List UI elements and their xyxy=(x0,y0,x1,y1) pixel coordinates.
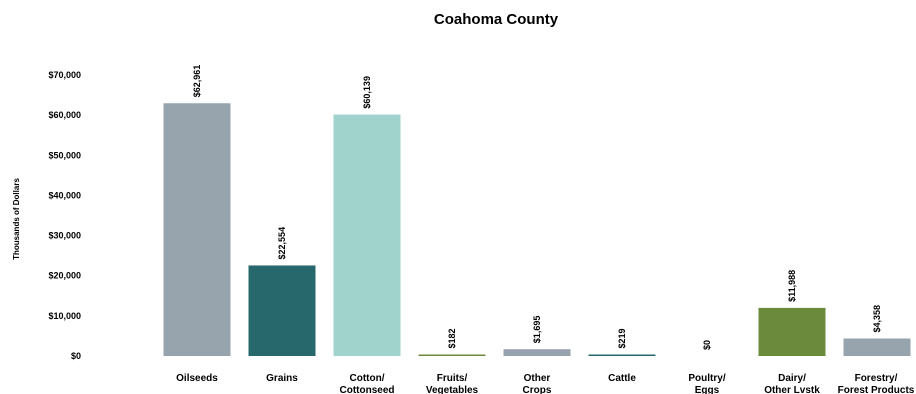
data-label: $219 xyxy=(617,328,627,348)
x-tick-label: Cotton/Cottonseed xyxy=(340,373,395,394)
x-tick-label: Other Crops xyxy=(523,373,552,394)
y-tick-label: $20,000 xyxy=(48,271,81,281)
data-label: $62,961 xyxy=(192,65,202,98)
y-tick-label: $70,000 xyxy=(48,70,81,80)
y-tick-label: $60,000 xyxy=(48,110,81,120)
x-tick-label: Oilseeds xyxy=(176,373,218,384)
x-tick-label: Dairy/Other Lvstk xyxy=(764,373,820,394)
y-tick-label: $50,000 xyxy=(48,150,81,160)
data-label: $0 xyxy=(702,340,712,350)
chart-title: Coahoma County xyxy=(434,11,559,28)
data-label: $11,988 xyxy=(787,270,797,302)
bar xyxy=(418,354,486,356)
bars xyxy=(163,103,911,356)
data-label: $60,139 xyxy=(362,76,372,109)
y-tick-label: $40,000 xyxy=(48,190,81,200)
y-axis-label: Thousands of Dollars xyxy=(12,178,21,260)
x-tick-label: Forestry/Forest Products xyxy=(838,373,915,394)
x-axis-ticks: Oilseeds Grains Cotton/Cottonseed Fruits/Ve… xyxy=(176,373,915,394)
data-label: $4,358 xyxy=(872,305,882,333)
bar xyxy=(163,103,231,356)
data-label: $22,554 xyxy=(277,227,287,260)
bar xyxy=(333,114,401,356)
x-tick-label: Fruits/Vegetables xyxy=(426,373,479,394)
bar xyxy=(758,307,826,356)
y-tick-label: $0 xyxy=(71,351,81,361)
x-tick-label: Grains xyxy=(266,373,298,384)
y-axis-ticks: $0 $10,000 $20,000 $30,000 $40,000 $50,000 $60… xyxy=(48,70,81,361)
bar xyxy=(843,338,911,356)
data-labels: $62,961 $22,554 $60,139 $182 $1,695 $219 $0 $11… xyxy=(192,65,882,350)
data-label: $182 xyxy=(447,328,457,348)
data-label: $1,695 xyxy=(532,316,542,344)
x-tick-label: Cattle xyxy=(608,373,636,384)
y-tick-label: $30,000 xyxy=(48,231,81,241)
bar xyxy=(248,265,316,356)
bar xyxy=(588,354,656,356)
x-tick-label: Poultry/Eggs xyxy=(688,373,725,394)
bar xyxy=(503,349,571,356)
y-tick-label: $10,000 xyxy=(48,311,81,321)
